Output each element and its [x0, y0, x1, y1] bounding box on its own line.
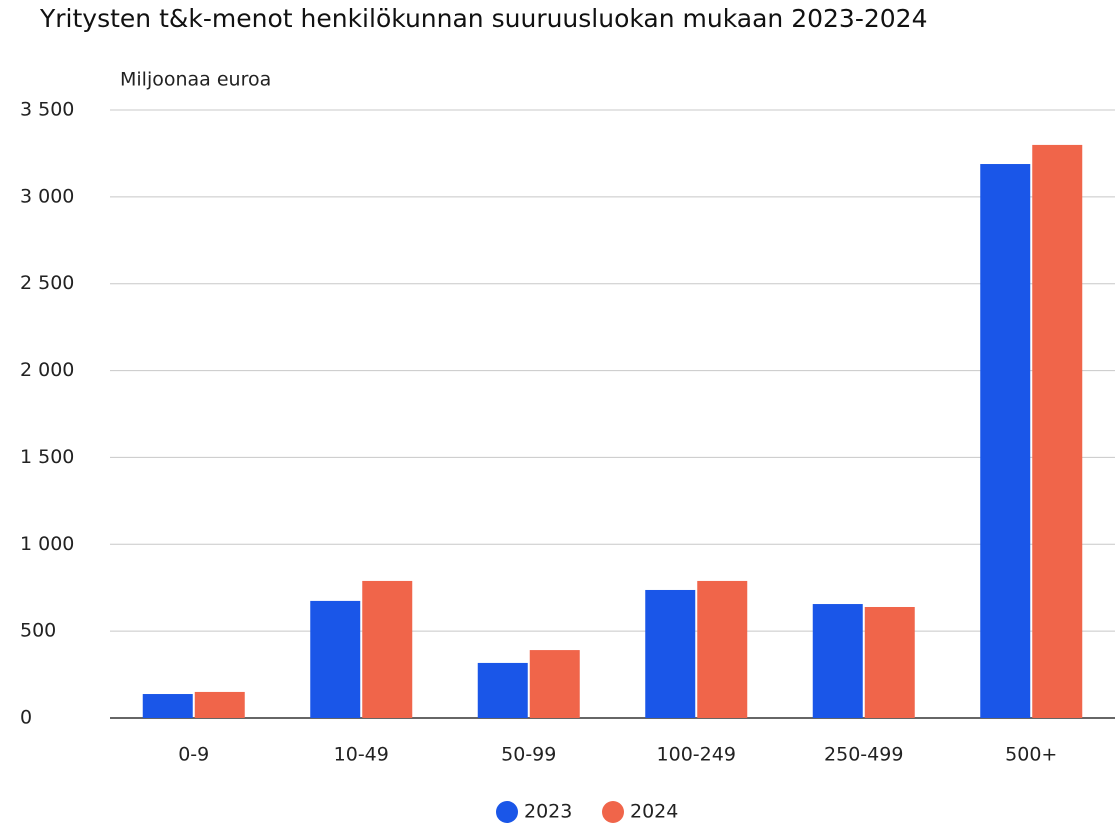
x-tick-label: 10-49: [334, 744, 389, 766]
chart-title: Yritysten t&k-menot henkilökunnan suuruu…: [40, 4, 928, 33]
x-tick-label: 50-99: [501, 744, 556, 766]
bar: [477, 662, 528, 718]
bar: [142, 694, 193, 718]
y-tick-label: 2 500: [20, 272, 74, 294]
bar: [1032, 144, 1083, 718]
x-tick-label: 0-9: [178, 744, 209, 766]
legend-label: 2024: [630, 801, 678, 823]
y-tick-label: 1 500: [20, 446, 74, 468]
bar: [980, 164, 1031, 718]
bar: [529, 650, 580, 718]
legend-swatch: [602, 801, 624, 823]
y-tick-label: 0: [20, 707, 32, 729]
y-tick-label: 500: [20, 620, 56, 642]
y-tick-label: 3 500: [20, 99, 74, 121]
bar: [697, 580, 748, 718]
x-tick-label: 250-499: [824, 744, 903, 766]
y-axis-label: Miljoonaa euroa: [120, 69, 271, 91]
x-tick-label: 500+: [1005, 744, 1057, 766]
bar: [194, 691, 245, 718]
y-tick-label: 2 000: [20, 359, 74, 381]
y-tick-label: 3 000: [20, 185, 74, 207]
legend-swatch: [496, 801, 518, 823]
bar: [310, 600, 361, 718]
bar: [645, 589, 696, 718]
x-tick-label: 100-249: [657, 744, 736, 766]
y-tick-label: 1 000: [20, 533, 74, 555]
legend-label: 2023: [524, 801, 572, 823]
bar: [812, 604, 863, 718]
bar: [362, 580, 413, 718]
bar: [864, 606, 915, 718]
